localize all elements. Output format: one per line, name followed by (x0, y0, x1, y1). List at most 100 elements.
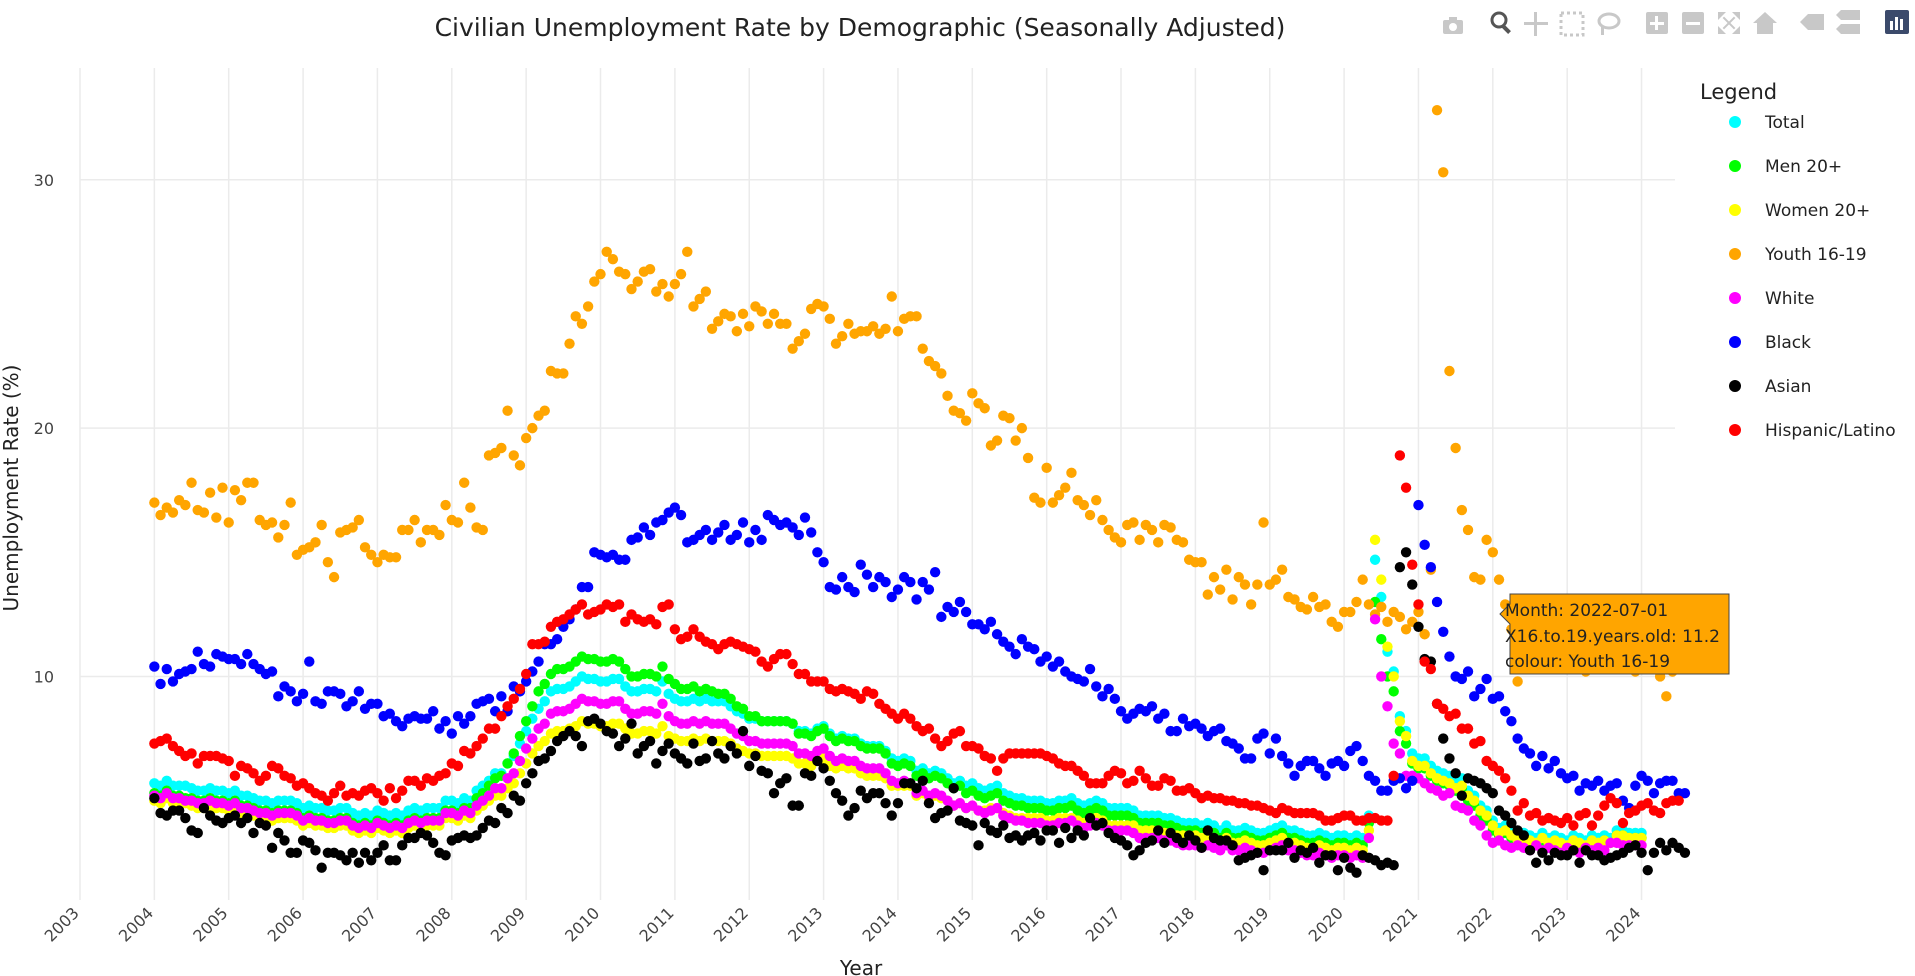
data-point (657, 698, 668, 709)
data-point (1307, 755, 1319, 767)
data-point (1648, 847, 1660, 859)
data-point (1413, 599, 1424, 610)
plotly-logo-icon[interactable] (1885, 10, 1909, 34)
zoom-icon[interactable] (1490, 11, 1511, 34)
data-point (1661, 691, 1672, 702)
legend-item[interactable]: Youth 16-19 (1729, 245, 1867, 265)
data-point (744, 321, 755, 332)
data-point (1388, 686, 1399, 697)
legend-item[interactable]: Hispanic/Latino (1729, 421, 1896, 441)
box-select-icon[interactable] (1559, 11, 1585, 37)
data-point (1084, 812, 1096, 824)
data-point (781, 648, 792, 660)
data-point (991, 827, 1003, 839)
data-point (1382, 785, 1393, 796)
data-point (954, 596, 966, 608)
data-point (595, 268, 606, 280)
hover-closest-icon[interactable] (1800, 14, 1824, 30)
data-point (260, 770, 272, 782)
data-point (204, 661, 216, 672)
data-point (1518, 797, 1530, 809)
data-point (223, 517, 234, 528)
data-point (762, 768, 774, 779)
legend-marker (1729, 336, 1741, 348)
data-point (1524, 748, 1536, 759)
data-point (1258, 864, 1269, 876)
data-point (1041, 651, 1052, 662)
data-point (1382, 701, 1393, 712)
data-point (954, 725, 966, 737)
legend-item[interactable]: Women 20+ (1729, 201, 1870, 221)
legend-item[interactable]: Asian (1729, 377, 1811, 397)
data-point (242, 812, 253, 824)
data-point (149, 792, 160, 804)
data-point (520, 743, 532, 754)
data-point (1010, 435, 1021, 446)
data-point (756, 306, 767, 317)
data-point (905, 713, 916, 724)
legend-title: Legend (1700, 80, 1777, 104)
data-point (353, 514, 365, 526)
data-point (539, 405, 550, 416)
data-point (248, 768, 259, 779)
zoom-out-icon[interactable] (1682, 12, 1704, 34)
legend-item[interactable]: Total (1729, 113, 1805, 133)
data-point (1388, 738, 1399, 749)
data-point (1400, 482, 1412, 493)
data-point (613, 599, 625, 610)
data-point (1270, 733, 1282, 744)
y-tick-label: 30 (34, 171, 54, 190)
autoscale-icon[interactable] (1718, 12, 1740, 34)
data-point (1611, 797, 1622, 809)
pan-icon[interactable] (1524, 12, 1548, 36)
legend-item[interactable]: White (1729, 289, 1814, 309)
data-point (1109, 693, 1121, 705)
data-point (545, 745, 557, 757)
data-point (1221, 564, 1232, 575)
data-point (1456, 780, 1468, 791)
data-point (316, 698, 327, 709)
data-point (688, 738, 699, 749)
y-axis-title: Unemployment Rate (%) (0, 365, 23, 612)
data-point (235, 658, 247, 670)
data-point (1419, 656, 1430, 667)
data-point (273, 763, 284, 774)
legend-item[interactable]: Black (1729, 333, 1811, 353)
data-point (725, 311, 736, 322)
reset-axes-icon[interactable] (1753, 12, 1777, 34)
data-point (620, 554, 631, 565)
data-point (211, 512, 222, 523)
camera-icon[interactable] (1443, 17, 1463, 34)
data-point (651, 728, 662, 739)
data-point (471, 830, 482, 841)
data-point (1091, 494, 1102, 506)
data-point (1202, 589, 1213, 600)
data-point (1574, 785, 1585, 796)
data-point (737, 308, 749, 320)
y-tick-label: 20 (34, 419, 54, 438)
data-point (929, 733, 941, 744)
data-point (657, 745, 668, 757)
data-point (830, 584, 842, 595)
data-point (192, 758, 203, 769)
data-point (768, 788, 780, 799)
data-point (855, 785, 866, 796)
data-point (291, 696, 303, 707)
legend-item[interactable]: Men 20+ (1729, 157, 1842, 177)
zoom-in-icon[interactable] (1646, 12, 1668, 34)
data-point (1196, 723, 1207, 734)
lasso-icon[interactable] (1597, 12, 1621, 35)
data-point (1289, 852, 1300, 863)
data-point (1227, 840, 1238, 851)
data-point (917, 343, 928, 354)
hover-compare-icon[interactable] (1836, 10, 1860, 34)
data-point (1078, 499, 1090, 511)
data-point (768, 308, 780, 320)
data-point (1134, 845, 1145, 856)
data-point (991, 780, 1003, 791)
data-point (1177, 713, 1189, 724)
data-point (1165, 522, 1176, 533)
data-point (347, 522, 358, 533)
data-point (1518, 830, 1530, 841)
data-point (1047, 825, 1059, 836)
